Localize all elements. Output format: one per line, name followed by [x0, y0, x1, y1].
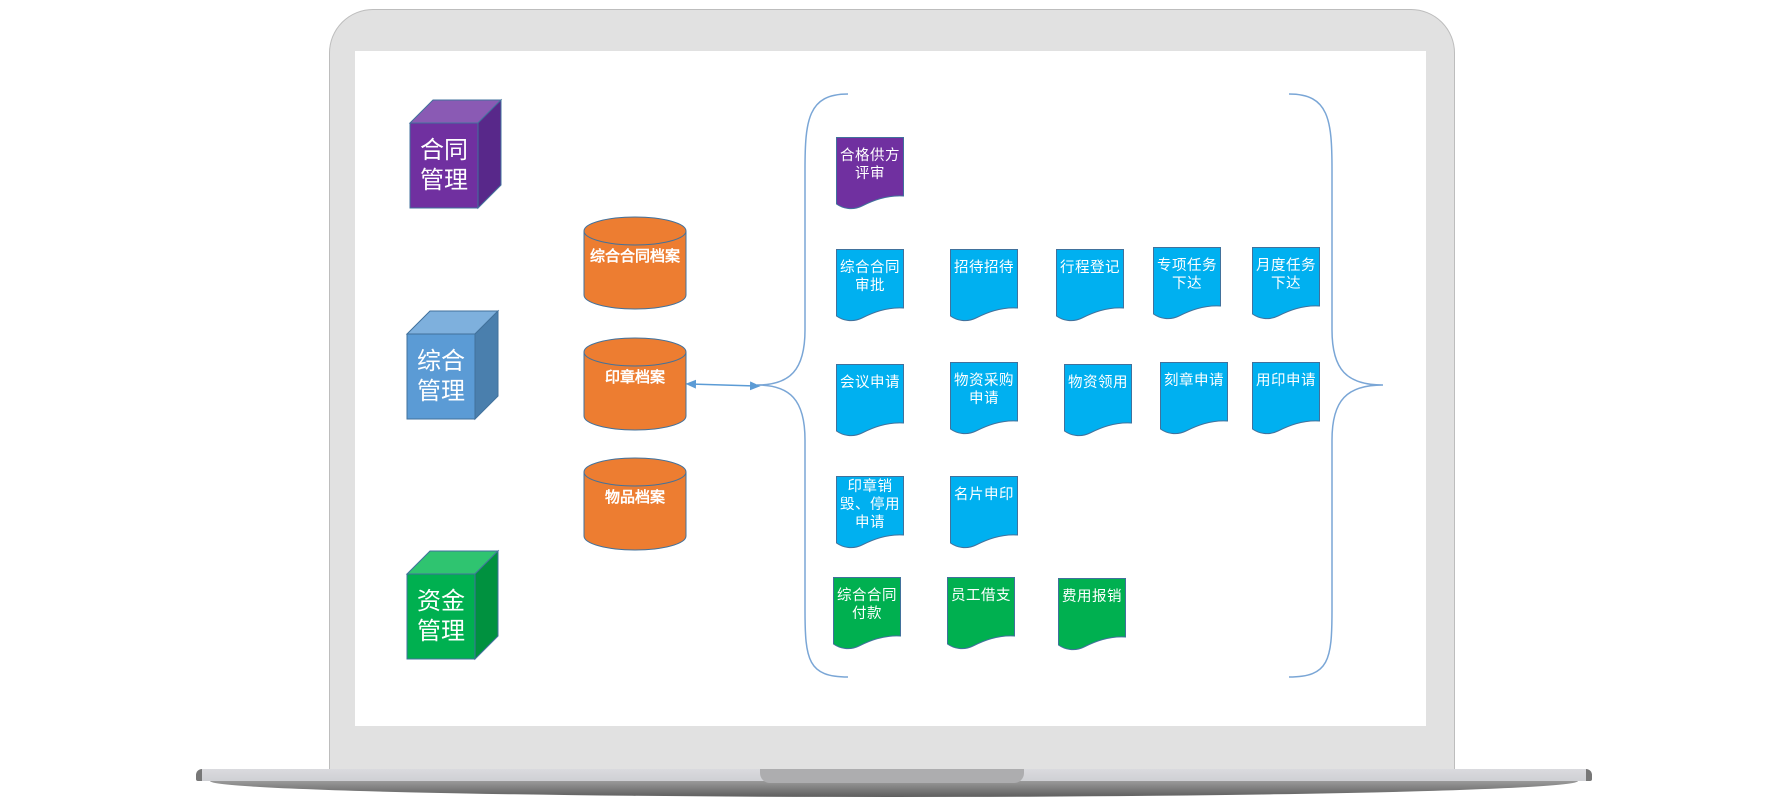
document-label: 综合合同付款 [837, 588, 897, 622]
archive-cylinder: 综合合同档案 [583, 216, 687, 310]
document-label: 专项任务下达 [1157, 258, 1217, 292]
double-arrow [685, 379, 761, 391]
document-label: 员工借支 [951, 588, 1011, 604]
archive-label: 综合合同档案 [589, 247, 680, 265]
document-label: 物资采购申请 [954, 373, 1014, 407]
document-label: 名片申印 [954, 487, 1014, 503]
right-brace [1288, 93, 1384, 678]
cube-label: 合同 管理 [420, 136, 468, 194]
document-label: 印章销毁、停用申请 [840, 479, 900, 531]
document-label: 综合合同审批 [840, 260, 900, 294]
document-node: 会议申请 [836, 364, 904, 438]
document-node: 综合合同审批 [836, 249, 904, 323]
document-node: 费用报销 [1058, 578, 1126, 652]
document-label: 物资领用 [1068, 375, 1128, 391]
document-label: 刻章申请 [1164, 373, 1224, 389]
archive-label: 印章档案 [604, 368, 665, 386]
document-label: 行程登记 [1060, 260, 1120, 276]
document-label: 用印申请 [1256, 373, 1316, 389]
document-node: 用印申请 [1252, 362, 1320, 436]
document-node: 名片申印 [950, 476, 1018, 550]
document-node: 合格供方评审 [836, 137, 904, 211]
document-label: 招待招待 [954, 260, 1014, 276]
archive-label: 物品档案 [604, 488, 665, 506]
document-node: 物资领用 [1064, 364, 1132, 438]
document-label: 会议申请 [840, 375, 900, 391]
archive-cylinder: 印章档案 [583, 337, 687, 431]
document-label: 月度任务下达 [1256, 258, 1316, 292]
archive-cylinder: 物品档案 [583, 457, 687, 551]
document-node: 专项任务下达 [1153, 247, 1221, 321]
document-node: 物资采购申请 [950, 362, 1018, 436]
document-node: 综合合同付款 [833, 577, 901, 651]
laptop-notch [760, 769, 1024, 783]
document-label: 合格供方评审 [840, 148, 900, 182]
document-node: 行程登记 [1056, 249, 1124, 323]
document-node: 招待招待 [950, 249, 1018, 323]
cube-label: 资金 管理 [417, 587, 465, 645]
document-node: 月度任务下达 [1252, 247, 1320, 321]
laptop-base-shadow [210, 781, 1578, 797]
document-node: 印章销毁、停用申请 [836, 476, 904, 550]
document-label: 费用报销 [1062, 589, 1122, 605]
document-node: 员工借支 [947, 577, 1015, 651]
document-node: 刻章申请 [1160, 362, 1228, 436]
cube-label: 综合 管理 [417, 347, 465, 405]
